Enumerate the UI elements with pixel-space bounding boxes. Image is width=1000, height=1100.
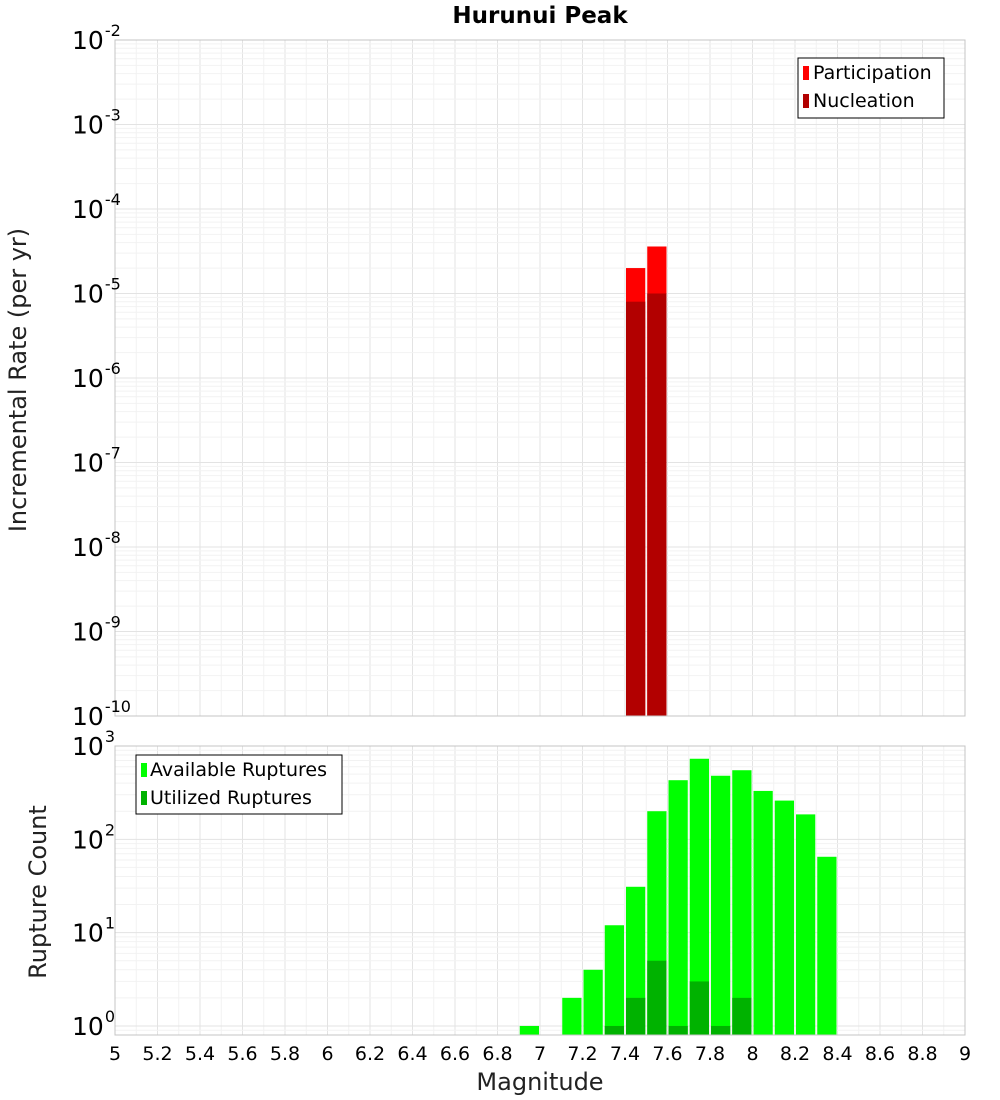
y-tick-label: 10-8: [72, 528, 121, 562]
bottom-utilized-ruptures-bar: [668, 1025, 688, 1035]
x-tick-label: 8.2: [780, 1043, 810, 1065]
bottom-legend-box: [135, 754, 343, 815]
x-tick-label: 6.6: [440, 1043, 470, 1065]
x-tick-label: 7: [534, 1043, 546, 1065]
bottom-panel: 103 102 101 100 5 5.2 5.4 5.6 5.8 6 6.2 6.4 6.6 6.8 7…: [24, 727, 971, 1096]
x-tick-label: 6: [321, 1043, 333, 1065]
bottom-available-ruptures-bar: [668, 780, 688, 1035]
y-tick-label: 103: [72, 727, 115, 761]
y-tick-label: 10-4: [72, 190, 121, 224]
legend-swatch-participation: [803, 66, 809, 80]
x-tick-label: 5.8: [270, 1043, 300, 1065]
x-tick-label: 5.6: [227, 1043, 257, 1065]
y-tick-label: 10-3: [72, 106, 121, 140]
legend-label-nucleation: Nucleation: [813, 90, 915, 112]
top-plot-frame: [114, 39, 966, 717]
legend-swatch-utilized-ruptures: [141, 791, 147, 805]
legend-swatch-nucleation: [803, 94, 809, 108]
bottom-bars: [519, 758, 837, 1035]
bottom-x-ticks: 5 5.2 5.4 5.6 5.8 6 6.2 6.4 6.6 6.8 7 7.2 7.4 7.6 7.8 8…: [109, 1043, 971, 1065]
chart-title: Hurunui Peak: [452, 3, 628, 29]
x-tick-label: 6.8: [482, 1043, 512, 1065]
x-tick-label: 7.4: [610, 1043, 640, 1065]
top-nucleation-bar: [647, 293, 667, 716]
bottom-available-ruptures-bar: [732, 770, 752, 1035]
bottom-utilized-ruptures-bar: [689, 981, 709, 1035]
bottom-available-ruptures-bar: [519, 1025, 539, 1035]
bottom-plot-frame: [114, 745, 966, 1036]
y-tick-label: 100: [72, 1007, 115, 1041]
x-tick-label: 8.6: [865, 1043, 895, 1065]
top-nucleation-bar: [626, 301, 646, 716]
bottom-available-ruptures-bar: [753, 790, 773, 1035]
x-tick-label: 9: [959, 1043, 971, 1065]
y-tick-label: 101: [72, 914, 115, 948]
x-tick-label: 7.8: [695, 1043, 725, 1065]
x-tick-label: 6.2: [355, 1043, 385, 1065]
x-tick-label: 7.6: [652, 1043, 682, 1065]
x-tick-label: 8.8: [907, 1043, 937, 1065]
top-legend: Participation Nucleation: [797, 57, 945, 119]
legend-label-utilized-ruptures: Utilized Ruptures: [150, 787, 312, 809]
bottom-available-ruptures-bar: [562, 997, 582, 1035]
y-tick-label: 10-6: [72, 359, 121, 393]
bottom-available-ruptures-bar: [583, 969, 603, 1035]
bottom-y-ticks: 103 102 101 100: [72, 727, 115, 1041]
top-y-axis-label: Incremental Rate (per yr): [4, 228, 32, 532]
legend-label-available-ruptures: Available Ruptures: [150, 759, 327, 781]
x-tick-label: 5.4: [185, 1043, 215, 1065]
y-tick-label: 10-2: [72, 21, 121, 55]
top-grid: [114, 40, 966, 717]
top-legend-box: [797, 57, 945, 119]
bottom-utilized-ruptures-bar: [626, 997, 646, 1035]
y-tick-label: 10-10: [72, 697, 131, 731]
top-bars: [626, 246, 667, 716]
x-axis-label: Magnitude: [476, 1068, 603, 1096]
x-tick-label: 5: [109, 1043, 121, 1065]
bottom-utilized-ruptures-bar: [711, 1025, 731, 1035]
legend-label-participation: Participation: [813, 62, 932, 84]
top-panel: 10-2 10-3 10-4 10-5 10-6 10-7 10-8 10-9 10-10 In…: [4, 21, 966, 731]
bottom-utilized-ruptures-bar: [732, 997, 752, 1035]
legend-swatch-available-ruptures: [141, 763, 147, 777]
bottom-legend: Available Ruptures Utilized Ruptures: [135, 754, 343, 815]
top-y-ticks: 10-2 10-3 10-4 10-5 10-6 10-7 10-8 10-9 10-10: [72, 21, 131, 731]
y-tick-label: 10-9: [72, 613, 121, 647]
y-tick-label: 10-5: [72, 275, 121, 309]
x-tick-label: 6.4: [397, 1043, 427, 1065]
x-tick-label: 5.2: [142, 1043, 172, 1065]
bottom-available-ruptures-bar: [774, 800, 794, 1035]
bottom-utilized-ruptures-bar: [604, 1025, 624, 1035]
bottom-available-ruptures-bar: [796, 814, 816, 1035]
bottom-available-ruptures-bar: [817, 856, 837, 1035]
bottom-available-ruptures-bar: [711, 775, 731, 1035]
bottom-available-ruptures-bar: [689, 758, 709, 1035]
x-tick-label: 7.2: [567, 1043, 597, 1065]
bottom-available-ruptures-bar: [604, 925, 624, 1035]
y-tick-label: 10-7: [72, 444, 121, 478]
bottom-y-axis-label: Rupture Count: [24, 805, 52, 979]
x-tick-label: 8: [746, 1043, 758, 1065]
y-tick-label: 102: [72, 820, 115, 854]
x-tick-label: 8.4: [822, 1043, 852, 1065]
bottom-utilized-ruptures-bar: [647, 960, 667, 1035]
